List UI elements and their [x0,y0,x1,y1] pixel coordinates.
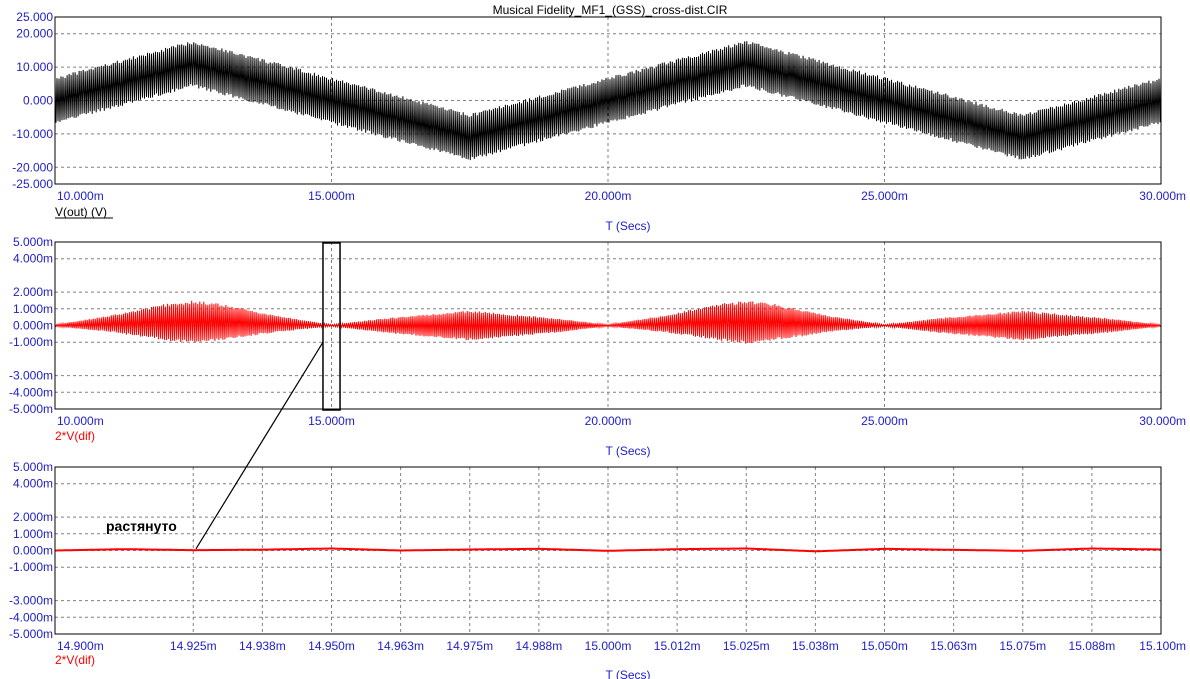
y-tick-label: 4.000m [13,477,53,491]
y-tick-label: -1.000m [9,335,53,349]
x-tick-label: 15.075m [999,639,1046,653]
x-tick-label: 15.000m [308,189,355,203]
y-tick-label: 20.000 [16,27,53,41]
panel-vdif: 5.000m 4.000m 2.000m 1.000m 0.000m -1.000m -3.… [9,235,1186,458]
x-tick-label: 10.000m [57,414,104,428]
x-tick-label: 15.088m [1069,639,1116,653]
y-tick-label: 2.000m [13,285,53,299]
zoom-overlay: растянуто [106,242,341,550]
y-tick-label: 1.000m [13,527,53,541]
x-tick-label: 20.000m [585,189,632,203]
x-tick-label: 30.000m [1139,189,1186,203]
y-tick-label: 10.000 [16,60,53,74]
x-tick-label: 14.938m [239,639,286,653]
x-tick-label: 15.100m [1139,639,1186,653]
legend-label: 2*V(dif) [55,653,95,667]
x-tick-label: 15.000m [585,639,632,653]
x-tick-label: 14.975m [446,639,493,653]
x-tick-label: 15.038m [792,639,839,653]
x-axis-label: T (Secs) [605,219,650,233]
x-tick-label: 15.063m [930,639,977,653]
panel-vout: 25.000 20.000 10.000 0.000 -10.000 -20.000 -25… [12,10,1186,233]
x-tick-label: 20.000m [585,414,632,428]
y-tick-label: -3.000m [9,369,53,383]
y-tick-label: -25.000 [12,177,53,191]
y-tick-label: -5.000m [9,402,53,416]
x-tick-label: 14.950m [308,639,355,653]
x-tick-label: 25.000m [861,414,908,428]
trace-vout [54,41,1162,161]
y-tick-label: 0.000 [23,94,53,108]
x-tick-label: 15.025m [723,639,770,653]
chart-title: Musical Fidelity_MF1_(GSS)_cross-dist.CI… [493,3,728,17]
zoom-box [322,242,341,411]
trace-vdif-zoomed [55,547,1161,553]
plot-frame [54,466,1162,635]
x-tick-label: 15.050m [861,639,908,653]
y-tick-label: 25.000 [16,10,53,24]
y-tick-label: 0.000m [13,544,53,558]
y-tick-label: 0.000m [13,319,53,333]
y-tick-label: 1.000m [13,302,53,316]
y-tick-label: 5.000m [13,235,53,249]
annotation-label: растянуто [106,518,177,534]
plot-frame [54,241,1162,410]
x-tick-label: 15.012m [654,639,701,653]
y-tick-label: -1.000m [9,560,53,574]
x-tick-label: 15.000m [308,414,355,428]
y-tick-label: -5.000m [9,627,53,641]
legend-label: 2*V(dif) [55,429,95,443]
y-tick-label: -3.000m [9,594,53,608]
y-tick-label: -4.000m [9,610,53,624]
x-tick-label: 14.900m [57,639,104,653]
x-tick-label: 10.000m [57,189,104,203]
zoom-leader-line [195,341,324,550]
x-tick-label: 14.963m [377,639,424,653]
x-tick-label: 14.925m [170,639,217,653]
y-tick-label: 2.000m [13,510,53,524]
trace-vdif [54,300,1162,344]
x-axis-label: T (Secs) [605,668,650,679]
x-tick-label: 14.988m [516,639,563,653]
y-tick-label: -10.000 [12,127,53,141]
y-tick-label: 5.000m [13,460,53,474]
panel-vdif-zoomed: 5.000m 4.000m 2.000m 1.000m 0.000m -1.000m -3.… [9,460,1186,679]
x-tick-label: 30.000m [1139,414,1186,428]
y-tick-label: -4.000m [9,385,53,399]
y-tick-label: 4.000m [13,252,53,266]
x-tick-label: 25.000m [861,189,908,203]
plot-frame [54,16,1162,185]
x-axis-label: T (Secs) [605,444,650,458]
y-tick-label: -20.000 [12,160,53,174]
legend-label: V(out) (V) [55,205,107,219]
